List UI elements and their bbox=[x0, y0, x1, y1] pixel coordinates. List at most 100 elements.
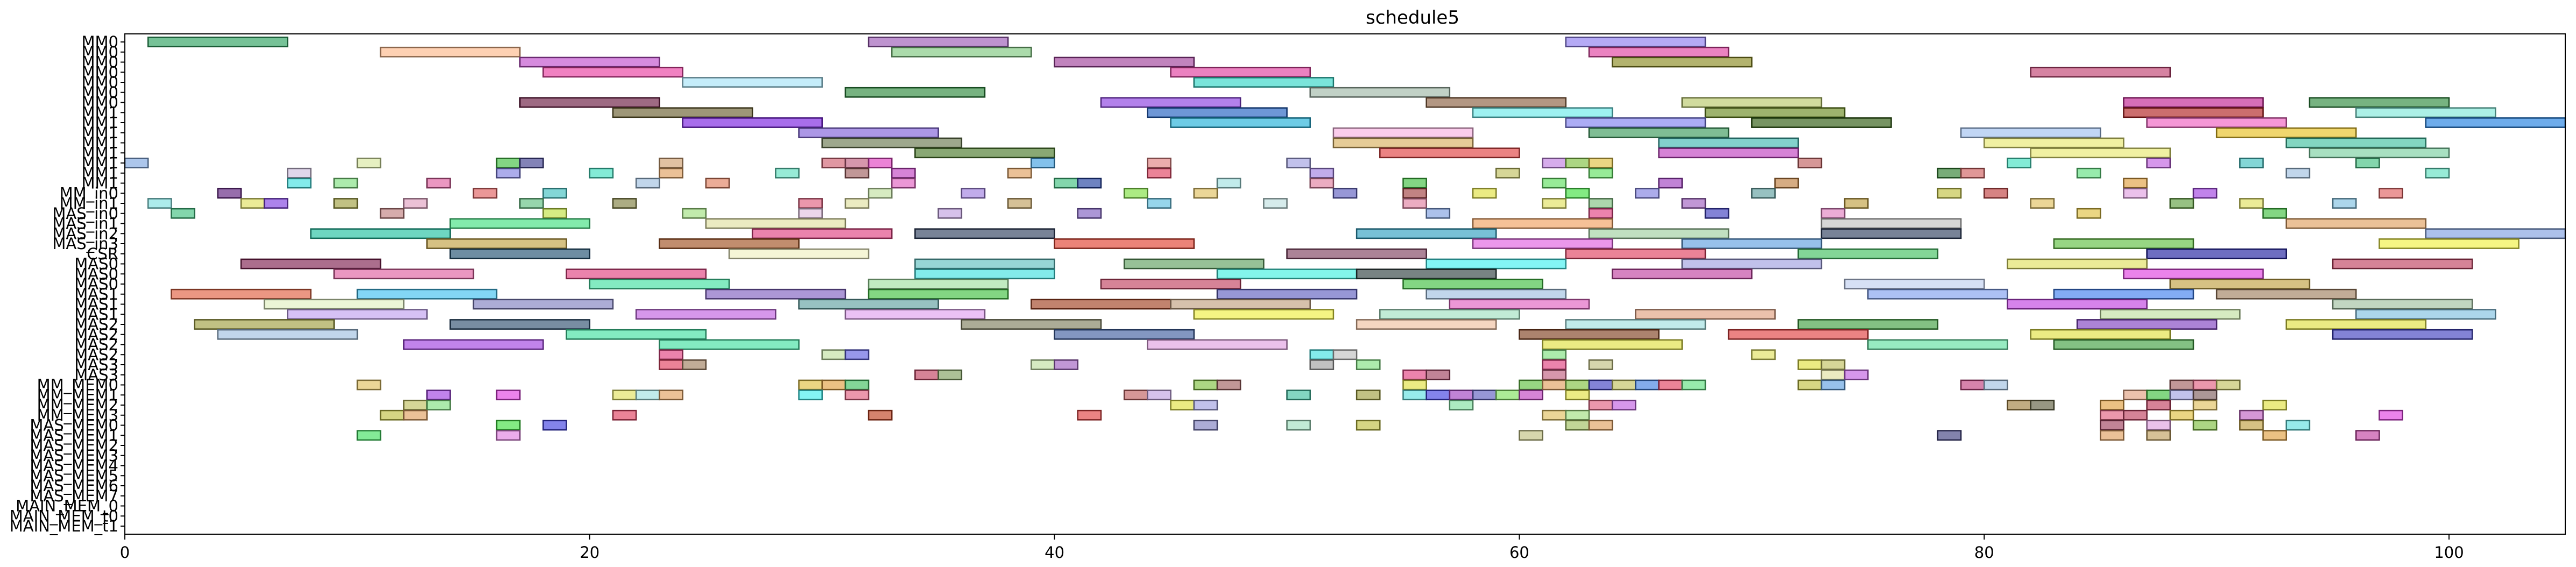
task-bar bbox=[333, 198, 358, 209]
task-bar bbox=[1681, 258, 1823, 270]
task-bar bbox=[867, 288, 1009, 300]
task-bar bbox=[705, 178, 730, 189]
task-bar bbox=[1402, 379, 1427, 391]
row-label: MM_MEM2 bbox=[37, 396, 118, 414]
task-bar bbox=[2099, 309, 2241, 320]
task-bar bbox=[2146, 389, 2171, 401]
task-bar bbox=[659, 238, 800, 249]
task-bar bbox=[867, 188, 893, 199]
task-bar bbox=[287, 178, 312, 189]
row-label: MAS_in1 bbox=[52, 215, 118, 233]
task-bar bbox=[1588, 400, 1613, 410]
task-bar bbox=[1147, 158, 1171, 168]
task-bar bbox=[1565, 158, 1590, 168]
task-bar bbox=[1495, 167, 1520, 179]
task-bar bbox=[2146, 158, 2171, 168]
task-bar bbox=[1193, 400, 1218, 410]
task-bar bbox=[1077, 409, 1102, 421]
task-bar bbox=[2053, 238, 2194, 249]
task-bar bbox=[1425, 369, 1451, 380]
task-bar bbox=[751, 228, 893, 239]
task-bar bbox=[2099, 409, 2125, 421]
task-bar bbox=[1565, 379, 1590, 391]
task-bar bbox=[867, 158, 893, 168]
task-bar bbox=[612, 107, 753, 118]
task-bar bbox=[844, 379, 870, 391]
task-bar bbox=[1193, 309, 1335, 320]
task-bar bbox=[1379, 147, 1520, 159]
task-bar bbox=[1077, 178, 1102, 189]
task-bar bbox=[1588, 228, 1730, 239]
task-bar bbox=[1216, 178, 1241, 189]
task-bar bbox=[635, 309, 777, 320]
task-bar bbox=[2262, 208, 2287, 219]
task-bar bbox=[1658, 379, 1683, 391]
task-bar bbox=[2146, 117, 2287, 128]
task-bar bbox=[496, 420, 521, 431]
task-bar bbox=[1170, 67, 1311, 78]
task-bar bbox=[867, 279, 1009, 289]
task-bar bbox=[2332, 198, 2357, 209]
task-bar bbox=[1774, 178, 1799, 189]
task-bar bbox=[1820, 208, 1846, 219]
task-bar bbox=[1286, 389, 1311, 401]
task-bar bbox=[1263, 198, 1288, 209]
task-bar bbox=[1704, 107, 1846, 118]
task-bar bbox=[519, 56, 660, 68]
task-bar bbox=[542, 208, 567, 219]
task-bar bbox=[263, 198, 288, 209]
task-bar bbox=[1309, 349, 1335, 360]
task-bar bbox=[798, 127, 939, 138]
row-label: MM0 bbox=[82, 94, 119, 112]
task-bar bbox=[1519, 379, 1543, 391]
task-bar bbox=[2007, 258, 2148, 270]
task-bar bbox=[310, 228, 451, 239]
task-bar bbox=[1286, 248, 1427, 259]
task-bar bbox=[1100, 97, 1241, 108]
row-label: MM1 bbox=[82, 124, 119, 142]
task-bar bbox=[589, 279, 730, 289]
task-bar bbox=[914, 258, 1055, 270]
task-bar bbox=[1565, 319, 1706, 330]
task-bar bbox=[659, 349, 683, 360]
row-label: MM_in1 bbox=[60, 194, 118, 212]
task-bar bbox=[1147, 167, 1171, 179]
task-bar bbox=[426, 389, 451, 401]
task-bar bbox=[217, 188, 242, 199]
task-bar bbox=[635, 178, 660, 189]
task-bar bbox=[426, 400, 451, 410]
task-bar bbox=[1565, 188, 1590, 199]
task-bar bbox=[2099, 400, 2125, 410]
row-label: MAS_MEM4 bbox=[30, 457, 118, 475]
row-label: MAIN_MEM_0 bbox=[16, 497, 118, 515]
task-bar bbox=[1588, 127, 1730, 138]
task-bar bbox=[2332, 258, 2473, 270]
task-bar bbox=[1054, 359, 1079, 370]
task-bar bbox=[1402, 188, 1427, 199]
task-bar bbox=[821, 379, 846, 391]
row-label: MAS3 bbox=[74, 366, 118, 384]
task-bar bbox=[171, 208, 195, 219]
task-bar bbox=[2007, 400, 2031, 410]
task-bar bbox=[2076, 319, 2218, 330]
row-label: MM_MEM3 bbox=[37, 406, 118, 424]
row-label: MM1 bbox=[82, 174, 119, 193]
task-bar bbox=[1565, 248, 1706, 259]
task-bar bbox=[1449, 389, 1474, 401]
task-bar bbox=[612, 409, 637, 421]
task-bar bbox=[844, 389, 870, 401]
task-bar bbox=[844, 349, 870, 360]
task-bar bbox=[2379, 238, 2519, 249]
task-bar bbox=[1216, 288, 1358, 300]
row-label: MM0 bbox=[82, 63, 119, 81]
task-bar bbox=[1681, 379, 1706, 391]
task-bar bbox=[775, 167, 800, 179]
row-label: MM_in0 bbox=[60, 184, 118, 202]
task-bar bbox=[1681, 97, 1823, 108]
task-bar bbox=[1309, 178, 1335, 189]
task-bar bbox=[961, 188, 986, 199]
row-label: MAS_MEM5 bbox=[30, 466, 118, 485]
task-bar bbox=[356, 379, 382, 391]
task-bar bbox=[682, 77, 823, 88]
task-bar bbox=[1658, 178, 1683, 189]
